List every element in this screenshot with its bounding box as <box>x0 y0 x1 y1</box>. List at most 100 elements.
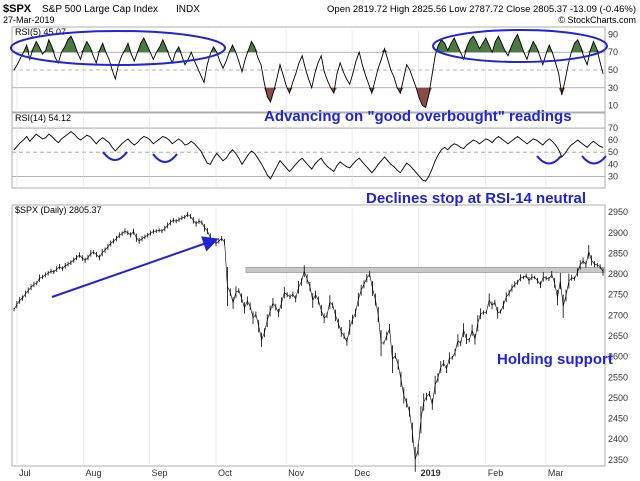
rsi5-point-148 <box>482 42 484 44</box>
rsi14-point-40 <box>140 138 142 140</box>
rsi14-point-96 <box>317 160 319 162</box>
rsi5-point-155 <box>504 50 506 51</box>
rsi5-point-67 <box>225 60 227 62</box>
rsi5-point-63 <box>213 46 214 48</box>
rsi14-point-42 <box>146 137 148 139</box>
rsi14-point-91 <box>301 157 303 159</box>
rsi5-point-10 <box>45 50 47 51</box>
rsi14-point-139 <box>453 143 455 145</box>
uptrend-arrow <box>51 236 219 298</box>
rsi14-point-55 <box>187 143 189 145</box>
rsi5-point-36 <box>127 42 129 44</box>
rsi5-point-54 <box>184 64 186 66</box>
rsi5-point-52 <box>178 46 180 48</box>
rsi5-point-42 <box>146 44 148 46</box>
rsi14-point-61 <box>206 162 208 164</box>
rsi14-point-29 <box>105 139 107 141</box>
rsi14-point-136 <box>444 146 446 148</box>
index-name: S&P 500 Large Cap Index <box>42 4 158 15</box>
rsi14-point-8 <box>38 136 40 137</box>
rsi5-point-93 <box>308 78 309 80</box>
rsi5-point-20 <box>76 51 78 53</box>
rsi14-point-1 <box>16 145 18 147</box>
rsi5-point-19 <box>73 42 75 44</box>
rsi14-point-21 <box>80 139 81 141</box>
rsi14-point-58 <box>197 146 199 148</box>
rsi14-point-157 <box>510 140 512 142</box>
rsi5-point-12 <box>51 46 53 48</box>
rsi5-point-15 <box>61 51 62 53</box>
rsi14-point-37 <box>130 142 132 143</box>
rsi5-point-141 <box>460 51 461 53</box>
rsi5-ytick-70: 70 <box>608 47 618 57</box>
rsi5-point-85 <box>282 74 284 76</box>
rsi5-point-100 <box>330 87 332 89</box>
rsi14-point-19 <box>73 133 75 135</box>
rsi5-point-169 <box>548 44 550 46</box>
rsi5-point-143 <box>466 46 468 48</box>
rsi5-point-175 <box>567 64 569 66</box>
rsi14-point-3 <box>23 139 24 141</box>
rsi5-point-48 <box>165 46 167 48</box>
rsi14-point-174 <box>564 153 566 154</box>
rsi5-point-35 <box>124 50 126 51</box>
rsi14-point-78 <box>260 162 262 164</box>
rsi14-point-4 <box>26 136 28 137</box>
rsi5-point-23 <box>86 41 88 42</box>
x-axis-label-nov: Nov <box>288 468 305 478</box>
rsi5-point-28 <box>102 42 104 44</box>
x-axis-label-mar: Mar <box>548 468 564 478</box>
rsi14-point-15 <box>61 138 62 140</box>
x-axis-label-2019: 2019 <box>421 468 441 478</box>
rsi5-point-107 <box>352 73 354 74</box>
x-axis-label-sep: Sep <box>151 468 167 478</box>
rsi14-point-66 <box>222 160 224 162</box>
rsi5-point-7 <box>35 41 37 42</box>
price-ytick-2400: 2400 <box>608 434 628 444</box>
rsi14-point-184 <box>596 143 598 145</box>
rsi5-point-39 <box>137 51 138 53</box>
price-ytick-2450: 2450 <box>608 414 628 424</box>
rsi14-point-173 <box>561 156 563 158</box>
rsi5-point-121 <box>396 87 398 89</box>
price-ytick-2500: 2500 <box>608 393 628 403</box>
rsi14-point-53 <box>181 140 183 142</box>
rsi5-point-129 <box>422 105 423 106</box>
rsi14-point-176 <box>570 144 572 146</box>
rsi14-annotation: Declines stop at RSI-14 neutral <box>366 190 586 207</box>
rsi5-point-178 <box>577 39 579 41</box>
rsi14-point-98 <box>323 162 325 164</box>
rsi14-point-185 <box>599 145 601 147</box>
neutral-bounce-arc-4 <box>581 155 607 165</box>
rsi5-point-45 <box>156 51 157 53</box>
rsi5-point-18 <box>70 35 72 37</box>
rsi5-point-29 <box>105 51 107 53</box>
rsi5-point-185 <box>599 60 601 62</box>
rsi14-point-145 <box>472 139 474 141</box>
rsi14-point-169 <box>548 138 550 140</box>
rsi14-point-143 <box>466 144 468 146</box>
rsi14-point-16 <box>64 136 66 137</box>
watermark: © StockCharts.com <box>558 15 636 25</box>
rsi14-point-25 <box>92 139 94 141</box>
rsi14-point-178 <box>577 139 579 141</box>
rsi14-point-72 <box>241 163 243 165</box>
rsi14-point-142 <box>463 148 465 149</box>
rsi5-panel-frame <box>11 26 606 113</box>
rsi14-point-69 <box>232 149 233 151</box>
rsi14-point-89 <box>295 163 297 165</box>
rsi5-point-105 <box>346 78 347 80</box>
rsi14-point-150 <box>488 139 490 141</box>
rsi14-point-23 <box>86 134 88 136</box>
rsi14-point-134 <box>437 154 439 156</box>
rsi5-point-79 <box>263 82 265 83</box>
rsi5-point-21 <box>80 58 81 60</box>
rsi5-point-152 <box>494 41 496 42</box>
rsi5-point-158 <box>513 39 515 41</box>
rsi14-point-12 <box>51 136 53 137</box>
rsi14-point-133 <box>434 160 436 162</box>
rsi5-point-3 <box>23 51 24 53</box>
rsi14-point-67 <box>225 157 227 159</box>
rsi5-point-30 <box>108 58 110 60</box>
rsi14-point-33 <box>118 146 119 148</box>
